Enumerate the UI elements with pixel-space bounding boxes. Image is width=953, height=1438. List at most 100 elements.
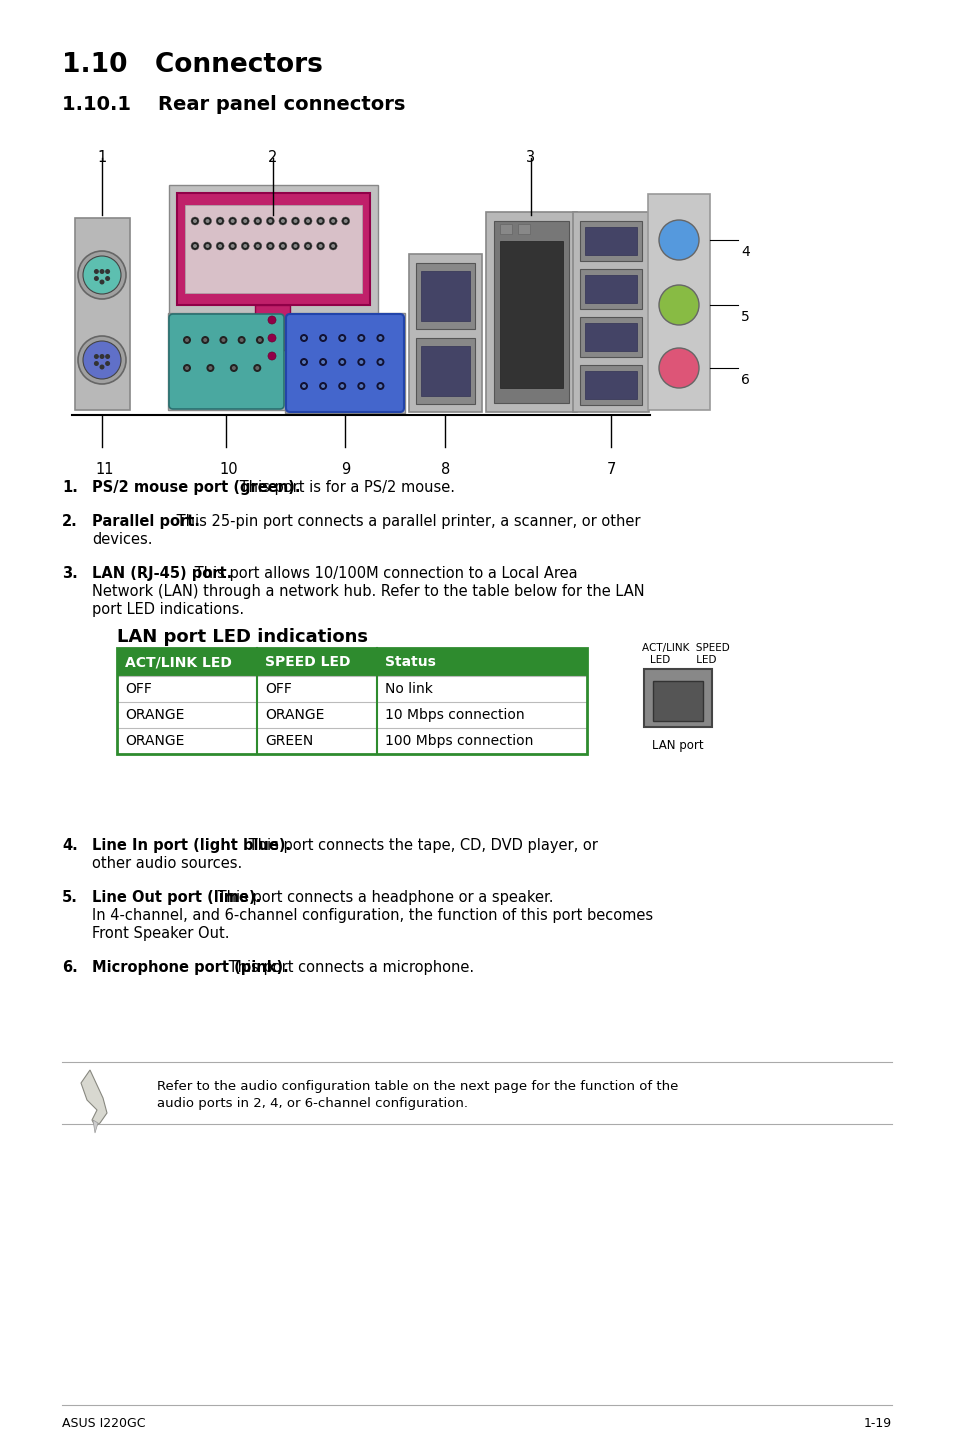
Circle shape	[253, 217, 261, 224]
Circle shape	[205, 219, 210, 223]
Circle shape	[292, 242, 299, 250]
Text: 6: 6	[740, 372, 749, 387]
Circle shape	[318, 383, 327, 390]
Bar	[579, 221, 641, 262]
Text: Network (LAN) through a network hub. Refer to the table below for the LAN: Network (LAN) through a network hub. Ref…	[91, 584, 644, 600]
Circle shape	[201, 336, 209, 344]
Circle shape	[331, 244, 335, 247]
Text: audio ports in 2, 4, or 6-channel configuration.: audio ports in 2, 4, or 6-channel config…	[157, 1097, 468, 1110]
Circle shape	[659, 220, 699, 260]
Circle shape	[302, 384, 306, 388]
Circle shape	[105, 354, 110, 360]
Circle shape	[341, 217, 350, 224]
FancyBboxPatch shape	[169, 313, 284, 408]
Circle shape	[268, 334, 275, 342]
Circle shape	[241, 242, 249, 250]
Text: No link: No link	[385, 682, 433, 696]
Circle shape	[216, 242, 224, 250]
Circle shape	[376, 383, 384, 390]
Circle shape	[378, 384, 382, 388]
Text: 5.: 5.	[62, 890, 78, 905]
Text: OFF: OFF	[265, 682, 292, 696]
Text: This port connects the tape, CD, DVD player, or: This port connects the tape, CD, DVD pla…	[244, 838, 598, 853]
Text: Line Out port (lime).: Line Out port (lime).	[91, 890, 261, 905]
Bar	[573, 211, 648, 413]
Circle shape	[338, 334, 346, 342]
Text: 2: 2	[268, 150, 277, 165]
Text: 4: 4	[740, 244, 749, 259]
Bar	[420, 270, 470, 321]
Circle shape	[239, 338, 243, 342]
Circle shape	[376, 358, 384, 367]
Bar	[643, 669, 711, 728]
Circle shape	[294, 219, 297, 223]
Circle shape	[99, 279, 105, 285]
Circle shape	[378, 360, 382, 364]
Text: port LED indications.: port LED indications.	[91, 603, 244, 617]
Circle shape	[218, 244, 222, 247]
Circle shape	[329, 242, 336, 250]
Text: Parallel port.: Parallel port.	[91, 513, 200, 529]
Bar	[584, 324, 637, 351]
Circle shape	[268, 316, 275, 324]
Text: LAN port: LAN port	[652, 739, 703, 752]
Circle shape	[359, 384, 363, 388]
Circle shape	[359, 336, 363, 339]
Circle shape	[231, 244, 234, 247]
Polygon shape	[92, 1120, 98, 1133]
Text: ORANGE: ORANGE	[265, 707, 324, 722]
Text: 3.: 3.	[62, 567, 77, 581]
Circle shape	[357, 334, 365, 342]
Text: 5: 5	[740, 311, 749, 324]
Circle shape	[359, 360, 363, 364]
Circle shape	[278, 242, 287, 250]
Text: 7: 7	[606, 462, 616, 477]
Polygon shape	[81, 1070, 107, 1126]
Circle shape	[253, 242, 261, 250]
FancyBboxPatch shape	[286, 313, 403, 413]
Text: other audio sources.: other audio sources.	[91, 856, 242, 871]
Circle shape	[243, 219, 247, 223]
Bar	[584, 371, 637, 398]
Circle shape	[105, 276, 110, 280]
Circle shape	[255, 336, 264, 344]
Circle shape	[231, 219, 234, 223]
Circle shape	[219, 336, 227, 344]
Circle shape	[99, 354, 105, 360]
Circle shape	[191, 242, 199, 250]
Circle shape	[205, 244, 210, 247]
Circle shape	[278, 217, 287, 224]
Text: Status: Status	[385, 654, 436, 669]
Circle shape	[78, 252, 126, 299]
Circle shape	[340, 360, 344, 364]
Circle shape	[232, 367, 235, 370]
Circle shape	[266, 217, 274, 224]
Text: devices.: devices.	[91, 532, 152, 546]
Circle shape	[191, 217, 199, 224]
Text: ORANGE: ORANGE	[125, 733, 184, 748]
Circle shape	[294, 244, 297, 247]
Circle shape	[257, 338, 262, 342]
Circle shape	[183, 364, 191, 372]
Bar	[409, 255, 481, 413]
Circle shape	[203, 338, 207, 342]
Circle shape	[255, 367, 259, 370]
Circle shape	[185, 367, 189, 370]
Text: GREEN: GREEN	[265, 733, 313, 748]
Text: This port allows 10/100M connection to a Local Area: This port allows 10/100M connection to a…	[190, 567, 577, 581]
Circle shape	[331, 219, 335, 223]
Circle shape	[299, 334, 308, 342]
Circle shape	[302, 360, 306, 364]
Circle shape	[253, 364, 261, 372]
Text: This port connects a microphone.: This port connects a microphone.	[224, 961, 474, 975]
Circle shape	[206, 364, 214, 372]
Bar	[584, 227, 637, 255]
Circle shape	[83, 256, 121, 293]
Circle shape	[185, 338, 189, 342]
Text: 10: 10	[219, 462, 237, 477]
Bar	[485, 211, 577, 413]
Bar	[117, 649, 586, 754]
Text: ACT/LINK  SPEED: ACT/LINK SPEED	[641, 643, 729, 653]
Bar	[584, 275, 637, 303]
Circle shape	[318, 244, 322, 247]
